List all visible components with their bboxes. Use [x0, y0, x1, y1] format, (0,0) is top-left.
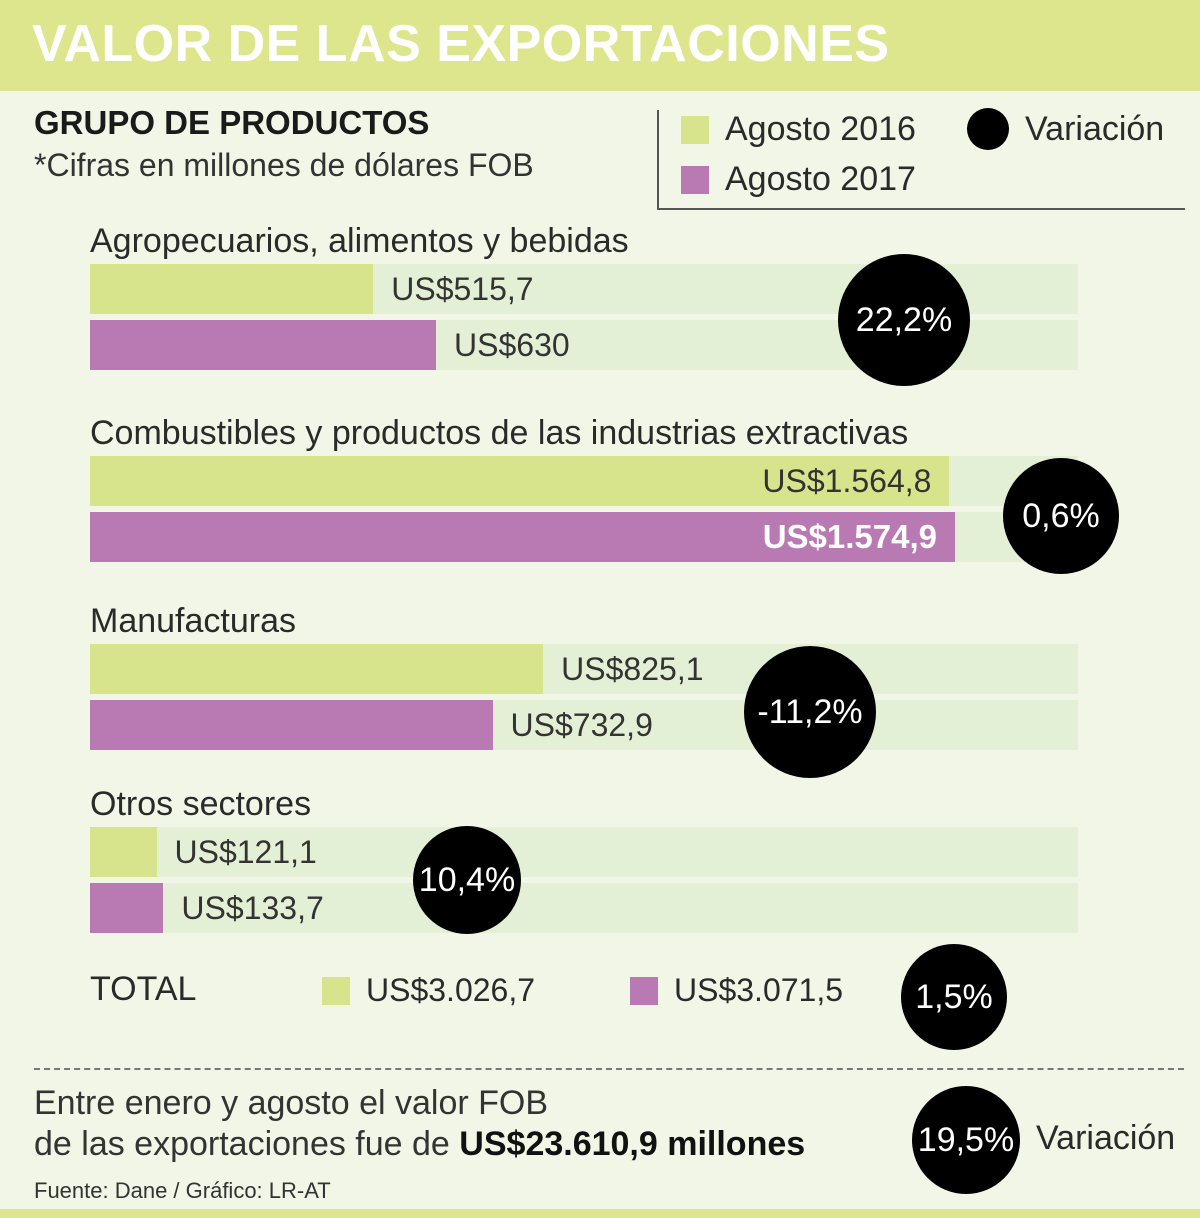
bottom-bar: [0, 1209, 1200, 1218]
value-label-2016: US$1.564,8: [762, 463, 932, 499]
value-label-2016: US$515,7: [391, 271, 534, 307]
chart-subtitle: GRUPO DE PRODUCTOS: [34, 104, 430, 141]
footer-summary: Entre enero y agosto el valor FOB de las…: [34, 1083, 805, 1165]
bar-2017: [90, 512, 955, 562]
total-2016: US$3.026,7: [322, 972, 535, 1009]
variation-bubble: 22,2%: [838, 254, 970, 386]
chart-title: VALOR DE LAS EXPORTACIONES: [32, 15, 890, 73]
legend-item-variation: Variación: [967, 108, 1164, 150]
total-variation-bubble: 1,5%: [901, 944, 1007, 1050]
variation-bubble: 10,4%: [413, 826, 521, 934]
value-label-2016: US$121,1: [174, 834, 317, 870]
value-label-2017: US$1.574,9: [762, 518, 937, 555]
total-swatch-2017: [630, 976, 658, 1005]
category-label: Manufacturas: [90, 602, 296, 640]
legend: Agosto 2016 Agosto 2017 Variación: [657, 108, 1185, 210]
total-label: TOTAL: [90, 970, 197, 1008]
legend-item-2017: Agosto 2017: [681, 160, 916, 199]
footer-total-value: US$23.610,9 millones: [459, 1125, 806, 1163]
category-label: Agropecuarios, alimentos y bebidas: [90, 222, 629, 260]
bar-track: [90, 883, 1078, 933]
value-label-2016: US$825,1: [561, 651, 704, 687]
bar-track: [90, 827, 1078, 877]
bar-2016: [90, 827, 157, 877]
variation-bubble: -11,2%: [744, 646, 876, 778]
category-label: Combustibles y productos de las industri…: [90, 414, 909, 452]
legend-swatch-2017: [681, 165, 709, 194]
variation-bubble: 0,6%: [1003, 458, 1119, 574]
legend-dot-icon: [967, 108, 1009, 150]
footer-line-1: Entre enero y agosto el valor FOB: [34, 1084, 549, 1122]
category-label: Otros sectores: [90, 785, 312, 823]
legend-label-variation: Variación: [1025, 109, 1165, 148]
legend-swatch-2016: [681, 115, 709, 144]
bar-2016: [90, 264, 374, 314]
footer-line-2: de las exportaciones fue de US$23.610,9 …: [34, 1124, 805, 1165]
total-2017: US$3.071,5: [630, 972, 843, 1009]
unit-note: *Cifras en millones de dólares FOB: [34, 147, 534, 183]
bar-2016: [90, 644, 544, 694]
value-label-2017: US$732,9: [510, 707, 653, 743]
bar-2017: [90, 883, 164, 933]
divider: [34, 1068, 1184, 1070]
total-value-2016: US$3.026,7: [366, 972, 536, 1008]
footer-line-2-prefix: de las exportaciones fue de: [34, 1125, 460, 1163]
legend-item-2016: Agosto 2016: [681, 110, 916, 149]
value-label-2017: US$133,7: [181, 890, 324, 926]
total-value-2017: US$3.071,5: [674, 972, 844, 1008]
bar-2017: [90, 700, 493, 750]
header-banner: VALOR DE LAS EXPORTACIONES: [0, 0, 1200, 91]
bar-2016: [90, 456, 950, 506]
footer-variation-bubble: 19,5%: [912, 1086, 1020, 1194]
legend-label-2016: Agosto 2016: [725, 110, 916, 148]
source-note: Fuente: Dane / Gráfico: LR-AT: [34, 1178, 331, 1203]
value-label-2017: US$630: [454, 327, 570, 363]
legend-label-2017: Agosto 2017: [725, 160, 916, 198]
total-swatch-2016: [322, 976, 350, 1005]
bar-2017: [90, 320, 437, 370]
footer-variation-label: Variación: [1036, 1119, 1176, 1157]
